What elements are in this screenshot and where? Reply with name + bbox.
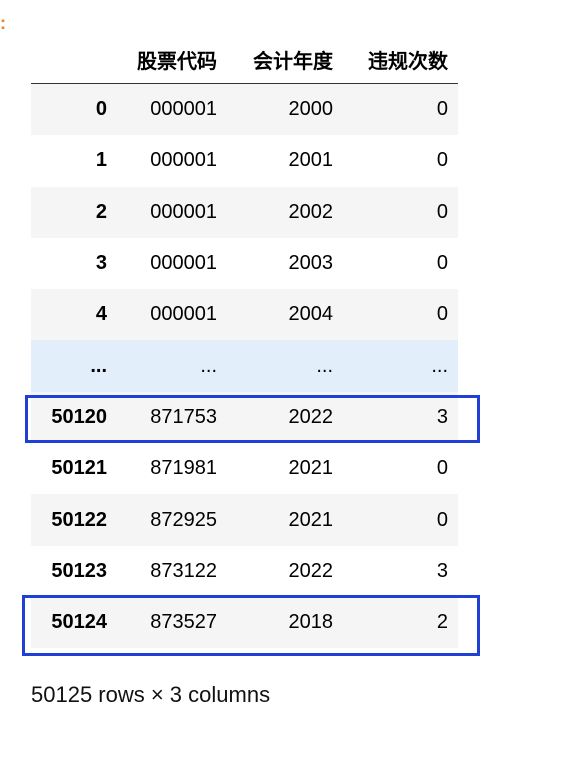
cell-violation-count: ... — [431, 354, 448, 377]
header-violation-count: 违规次数 — [368, 48, 448, 73]
row-index: 50121 — [51, 457, 107, 480]
cell-stock-code: 000001 — [150, 149, 217, 172]
cell-prompt-marker: : — [0, 13, 6, 33]
cell-violation-count: 0 — [436, 149, 448, 172]
cell-fiscal-year: 2021 — [288, 508, 334, 531]
cell-fiscal-year: 2000 — [288, 98, 334, 121]
row-index: 50123 — [51, 559, 107, 582]
dataframe-shape-summary: 50125 rows × 3 columns — [31, 682, 271, 707]
cell-stock-code: 873122 — [150, 559, 217, 582]
row-index: 50124 — [51, 611, 107, 634]
cell-stock-code: 872925 — [150, 508, 217, 531]
cell-fiscal-year: 2002 — [288, 200, 334, 223]
cell-violation-count: 0 — [436, 457, 448, 480]
cell-stock-code: 871753 — [150, 405, 217, 428]
cell-fiscal-year: 2001 — [288, 149, 334, 172]
header-fiscal-year: 会计年度 — [253, 48, 333, 73]
table-row: 50120 871753 2022 3 — [31, 391, 458, 444]
cell-stock-code: ... — [200, 354, 217, 377]
row-index: ... — [90, 354, 107, 377]
cell-fiscal-year: 2022 — [288, 405, 334, 428]
cell-violation-count: 0 — [436, 508, 448, 531]
cell-fiscal-year: 2004 — [288, 303, 334, 326]
table-row: 3 000001 2003 0 — [31, 237, 458, 290]
highlight-box-row-50124 — [22, 595, 480, 656]
header-stock-code: 股票代码 — [137, 48, 217, 73]
cell-stock-code: 871981 — [150, 457, 217, 480]
cell-fiscal-year: 2022 — [288, 559, 334, 582]
cell-violation-count: 0 — [436, 98, 448, 121]
table-header: 股票代码 会计年度 违规次数 — [31, 35, 458, 84]
table-row: 50122 872925 2021 0 — [31, 494, 458, 546]
cell-stock-code: 000001 — [150, 200, 217, 223]
cell-stock-code: 873527 — [150, 611, 217, 634]
row-index: 1 — [95, 149, 107, 172]
table-row-ellipsis: ... ... ... ... — [31, 340, 458, 392]
row-index: 3 — [95, 252, 107, 275]
row-index: 4 — [95, 303, 107, 326]
cell-violation-count: 3 — [436, 559, 448, 582]
table-row: 1 000001 2001 0 — [31, 135, 458, 187]
cell-fiscal-year: 2018 — [288, 611, 334, 634]
table-row: 50121 871981 2021 0 — [31, 443, 458, 495]
cell-violation-count: 0 — [436, 200, 448, 223]
cell-violation-count: 0 — [436, 303, 448, 326]
cell-fiscal-year: 2021 — [288, 457, 334, 480]
cell-fiscal-year: 2003 — [288, 252, 334, 275]
cell-stock-code: 000001 — [150, 303, 217, 326]
table-row: 2 000001 2002 0 — [31, 186, 458, 238]
table-row: 0 000001 2000 0 — [31, 84, 458, 136]
table-row: 50123 873122 2022 3 — [31, 545, 458, 597]
table-row: 4 000001 2004 0 — [31, 289, 458, 341]
cell-violation-count: 2 — [436, 611, 448, 634]
dataframe-table: 股票代码 会计年度 违规次数 0 000001 2000 0 1 000001 … — [31, 35, 458, 649]
highlight-box-row-50120 — [25, 395, 480, 443]
cell-fiscal-year: ... — [316, 354, 333, 377]
cell-violation-count: 3 — [436, 405, 448, 428]
table-row: 50124 873527 2018 2 — [31, 596, 458, 649]
cell-stock-code: 000001 — [150, 98, 217, 121]
cell-stock-code: 000001 — [150, 252, 217, 275]
row-index: 50122 — [51, 508, 107, 531]
row-index: 50120 — [51, 405, 107, 428]
row-index: 0 — [95, 98, 107, 121]
row-index: 2 — [95, 200, 107, 223]
cell-violation-count: 0 — [436, 252, 448, 275]
